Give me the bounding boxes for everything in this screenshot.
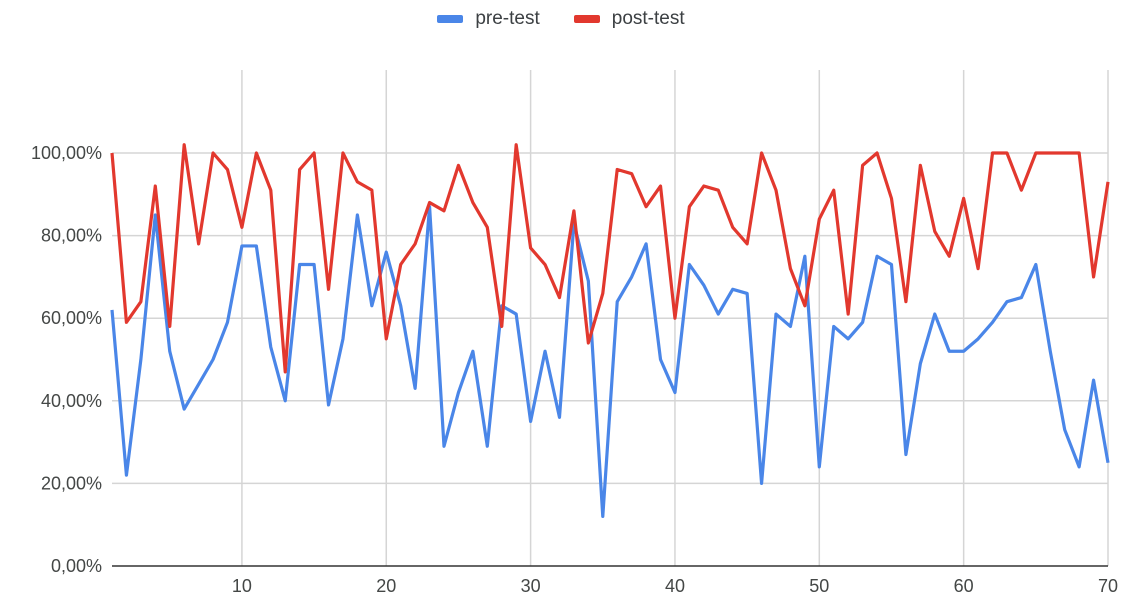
legend-label: post-test: [611, 8, 685, 29]
x-tick-label: 20: [376, 576, 396, 596]
x-tick-label: 50: [809, 576, 829, 596]
legend-item: post-test: [573, 8, 685, 30]
x-tick-label: 30: [521, 576, 541, 596]
legend-item: pre-test: [437, 8, 540, 30]
x-tick-label: 40: [665, 576, 685, 596]
legend-swatch: [437, 15, 464, 23]
legend-label: pre-test: [475, 8, 540, 29]
series-line-pre-test: [110, 205, 1110, 519]
legend-swatch: [573, 15, 600, 23]
x-tick-label: 10: [232, 576, 252, 596]
x-tick-label: 60: [954, 576, 974, 596]
series-line-post-test: [110, 143, 1110, 374]
y-tick-label: 80,00%: [41, 226, 102, 246]
y-tick-label: 40,00%: [41, 391, 102, 411]
y-tick-label: 20,00%: [41, 473, 102, 493]
y-tick-label: 0,00%: [51, 556, 102, 576]
y-tick-label: 60,00%: [41, 308, 102, 328]
legend: pre-test post-test: [0, 8, 1122, 30]
y-tick-label: 100,00%: [31, 143, 102, 163]
x-tick-label: 70: [1098, 576, 1118, 596]
